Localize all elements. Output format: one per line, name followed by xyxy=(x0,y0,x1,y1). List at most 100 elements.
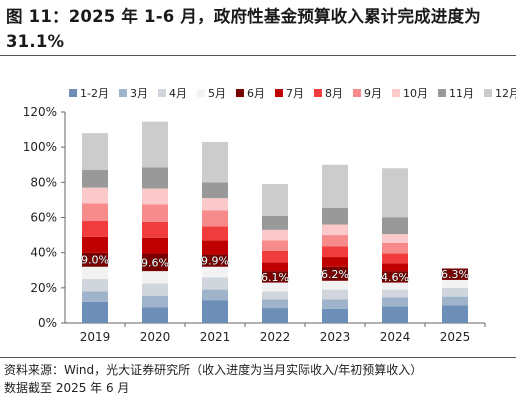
y-tick-label: 120% xyxy=(23,105,57,119)
bar-2019-3 xyxy=(82,291,108,302)
bar-2020-9 xyxy=(142,204,168,222)
bar-2021-3 xyxy=(202,289,228,301)
legend-label-5: 5月 xyxy=(208,87,226,100)
data-label-2021: 9.9% xyxy=(201,255,229,268)
bar-2024-1-2 xyxy=(382,306,408,323)
bar-2019-8 xyxy=(82,221,108,237)
bar-2025-1-2 xyxy=(442,305,468,323)
bar-2021-4 xyxy=(202,277,228,290)
x-tick-label-2025: 2025 xyxy=(440,330,471,344)
bar-2019-6 xyxy=(82,252,108,267)
date-note: 数据截至 2025 年 6 月 xyxy=(4,381,130,395)
y-tick-label: 60% xyxy=(30,211,57,225)
x-tick-label-2019: 2019 xyxy=(80,330,111,344)
bar-2023-9 xyxy=(322,235,348,247)
bar-2025-6 xyxy=(442,268,468,280)
bar-2024-8 xyxy=(382,253,408,264)
bar-2025-3 xyxy=(442,296,468,306)
source-note: 资料来源：Wind，光大证券研究所（收入进度为当月实际收入/年初预算收入） xyxy=(4,363,423,377)
y-tick-label: 40% xyxy=(30,246,57,260)
y-tick-label: 0% xyxy=(38,316,57,330)
x-tick-label-2023: 2023 xyxy=(320,330,351,344)
bar-2020-12 xyxy=(142,121,168,168)
bar-2021-9 xyxy=(202,210,228,227)
legend-label-1-2: 1-2月 xyxy=(80,87,109,100)
bar-2023-7 xyxy=(322,257,348,267)
bar-2022-1-2 xyxy=(262,308,288,323)
bar-2022-9 xyxy=(262,240,288,251)
bar-2019-5 xyxy=(82,266,108,280)
bar-2020-3 xyxy=(142,295,168,308)
legend-label-9: 9月 xyxy=(364,87,382,100)
legend-label-8: 8月 xyxy=(325,87,343,100)
bar-2021-12 xyxy=(202,141,228,183)
data-label-2024: 4.6% xyxy=(381,271,409,284)
bar-2024-4 xyxy=(382,289,408,298)
bar-2022-5 xyxy=(262,282,288,292)
data-label-2023: 6.2% xyxy=(321,268,349,281)
legend-label-7: 7月 xyxy=(286,87,304,100)
bar-2023-5 xyxy=(322,280,348,290)
bar-2022-10 xyxy=(262,229,288,241)
bar-2023-4 xyxy=(322,289,348,300)
bar-2024-5 xyxy=(382,282,408,290)
legend-swatch-1-2 xyxy=(69,89,77,97)
bar-2022-6 xyxy=(262,271,288,283)
bar-2023-6 xyxy=(322,266,348,281)
bar-2020-10 xyxy=(142,188,168,205)
y-tick-label: 20% xyxy=(30,281,57,295)
stacked-bar-chart: 1-2月 3月 4月 5月 6月 7月 8月 9月 10月 11月 12月 0% 20% 40% 60% 80… xyxy=(23,87,516,344)
legend-swatch-6 xyxy=(235,89,244,97)
legend-swatch-12 xyxy=(483,89,492,97)
bar-2022-11 xyxy=(262,215,288,230)
figure-title: 图 11：2025 年 1-6 月，政府性基金预算收入累计完成进度为 31.1% xyxy=(6,7,481,51)
data-label-2020: 9.6% xyxy=(141,256,169,269)
bar-2023-8 xyxy=(322,246,348,258)
bar-2023-12 xyxy=(322,164,348,208)
bar-2025-5 xyxy=(442,279,468,288)
x-tick-label-2024: 2024 xyxy=(380,330,411,344)
bar-2019-12 xyxy=(82,133,108,171)
legend-swatch-3 xyxy=(118,89,127,97)
bar-2024-11 xyxy=(382,217,408,235)
bar-2020-1-2 xyxy=(142,307,168,323)
data-label-2019: 9.0% xyxy=(81,254,109,267)
legend-label-6: 6月 xyxy=(247,87,265,100)
title-divider xyxy=(0,55,516,56)
x-tick-label-2022: 2022 xyxy=(260,330,291,344)
legend-label-12: 12月 xyxy=(495,87,516,100)
legend-label-10: 10月 xyxy=(403,87,428,100)
bar-2020-7 xyxy=(142,237,168,254)
bar-2022-8 xyxy=(262,250,288,263)
legend-swatch-7 xyxy=(274,89,283,97)
bar-2021-8 xyxy=(202,226,228,241)
legend-swatch-11 xyxy=(437,89,446,97)
bar-2019-1-2 xyxy=(82,301,108,323)
bar-2023-11 xyxy=(322,207,348,225)
bar-2021-1-2 xyxy=(202,300,228,323)
bar-2020-11 xyxy=(142,167,168,189)
bar-2019-9 xyxy=(82,203,108,222)
bar-2023-10 xyxy=(322,224,348,236)
bar-2020-4 xyxy=(142,283,168,296)
legend-label-11: 11月 xyxy=(449,87,474,100)
y-tick-label: 80% xyxy=(30,175,57,189)
bar-2023-3 xyxy=(322,299,348,309)
bar-2020-8 xyxy=(142,221,168,238)
bar-2019-10 xyxy=(82,187,108,204)
data-label-2022: 6.1% xyxy=(261,271,289,284)
bar-2020-6 xyxy=(142,253,168,272)
bar-2020-5 xyxy=(142,271,168,284)
legend-label-4: 4月 xyxy=(169,87,187,100)
bar-2024-9 xyxy=(382,242,408,254)
bar-2023-1-2 xyxy=(322,308,348,323)
bar-2022-4 xyxy=(262,291,288,300)
data-label-2025: 6.3% xyxy=(441,268,469,281)
bar-2019-11 xyxy=(82,170,108,188)
bar-2024-3 xyxy=(382,297,408,307)
legend-swatch-8 xyxy=(313,89,322,97)
y-tick-label: 100% xyxy=(23,140,57,154)
bar-2024-12 xyxy=(382,168,408,218)
x-tick-label-2020: 2020 xyxy=(140,330,171,344)
bar-2024-10 xyxy=(382,234,408,243)
